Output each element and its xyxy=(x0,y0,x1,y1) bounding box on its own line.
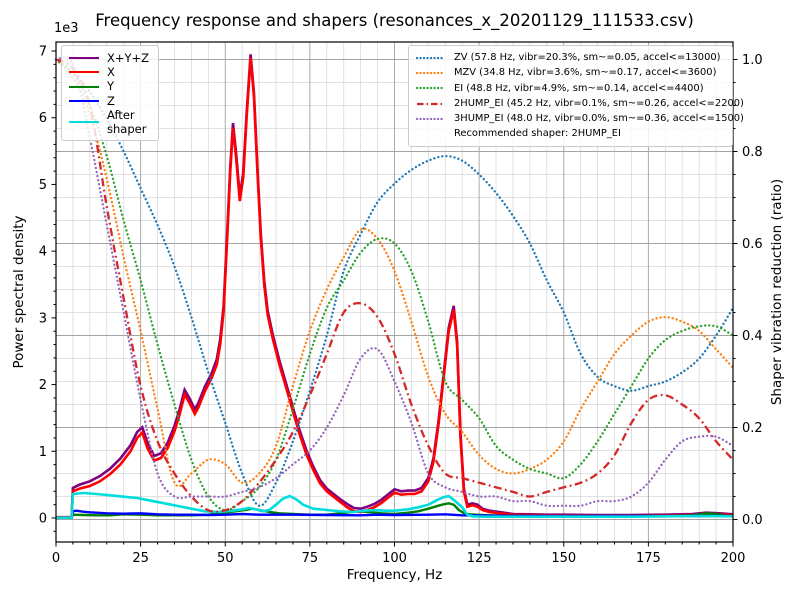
legend-item-label: X+Y+Z xyxy=(107,51,150,65)
y-left-tick-label: 3 xyxy=(39,311,47,326)
legend-item-label: After shaper xyxy=(107,107,147,137)
y-left-tick-label: 7 xyxy=(39,45,47,60)
legend-item-label: X xyxy=(107,65,115,80)
legend-item-label: MZV (34.8 Hz, vibr=3.6%, sm~=0.17, accel… xyxy=(454,67,717,79)
x-tick-label: 25 xyxy=(132,551,149,566)
legend-item-zv: ZV (57.8 Hz, vibr=20.3%, sm~=0.05, accel… xyxy=(416,50,725,65)
legend-swatch-solid xyxy=(69,71,99,74)
legend-item-label: EI (48.8 Hz, vibr=4.9%, sm~=0.14, accel<… xyxy=(454,82,704,94)
legend-swatch-solid xyxy=(69,85,99,88)
y-right-tick-label: 1.0 xyxy=(742,53,763,68)
series-mzv xyxy=(54,58,735,488)
x-tick-label: 75 xyxy=(302,551,319,566)
legend-item-mzv: MZV (34.8 Hz, vibr=3.6%, sm~=0.17, accel… xyxy=(416,65,725,80)
legend-item-x+y+z: X+Y+Z xyxy=(69,51,149,65)
legend-item-z: Z xyxy=(69,94,149,108)
legend-item-3humpei: 3HUMP_EI (48.0 Hz, vibr=0.0%, sm~=0.36, … xyxy=(416,111,744,126)
legend-item-label: 3HUMP_EI (48.0 Hz, vibr=0.0%, sm~=0.36, … xyxy=(454,113,744,125)
legend-item-aftershaper: After shaper xyxy=(69,108,149,136)
y-left-tick-label: 6 xyxy=(39,111,47,126)
legend-psd: X+Y+Z X Y Z After shaper xyxy=(61,45,160,142)
legend-swatch-dotted xyxy=(416,71,446,75)
legend-swatch-dotted xyxy=(416,87,446,90)
x-tick-label: 175 xyxy=(636,551,661,566)
series-after-shaper xyxy=(56,491,734,519)
legend-item-label: Y xyxy=(107,79,115,94)
legend-item-label: ZV (57.8 Hz, vibr=20.3%, sm~=0.05, accel… xyxy=(454,52,721,63)
y-left-axis-label: Power spectral density xyxy=(11,215,27,369)
series-2hump-ei xyxy=(55,58,734,513)
legend-item-label: Z xyxy=(107,93,115,108)
x-tick-label: 50 xyxy=(217,551,234,566)
legend-swatch-dotted xyxy=(416,117,446,120)
y-right-tick-label: 0.2 xyxy=(742,421,763,436)
y-right-tick-label: 0.6 xyxy=(742,237,763,252)
grid-major xyxy=(56,42,733,542)
legend-item-label: 2HUMP_EI (45.2 Hz, vibr=0.1%, sm~=0.26, … xyxy=(454,97,744,109)
legend-item-2humpei: 2HUMP_EI (45.2 Hz, vibr=0.1%, sm~=0.26, … xyxy=(416,96,744,111)
axes-spines-and-ticks xyxy=(51,41,738,547)
legend-swatch-dotted xyxy=(416,56,446,59)
y-left-tick-label: 5 xyxy=(39,178,47,193)
x-tick-label: 125 xyxy=(467,551,492,566)
legend-item-y: Y xyxy=(69,79,149,93)
x-tick-label: 150 xyxy=(551,551,576,566)
y-left-tick-label: 2 xyxy=(39,378,47,393)
recommended-shaper-note: Recommended shaper: 2HUMP_EI xyxy=(454,128,621,140)
x-tick-label: 0 xyxy=(52,551,60,566)
chart-title: Frequency response and shapers (resonanc… xyxy=(95,11,694,30)
axis-tick-labels: 0 25 50 75 100 125 150 175 200 0 1 2 3 4 5 6 7 0.0 0.2 0.4 0… xyxy=(39,45,763,566)
legend-swatch-solid xyxy=(69,121,99,124)
series-zv xyxy=(54,58,735,507)
legend-item-ei: EI (48.8 Hz, vibr=4.9%, sm~=0.14, accel<… xyxy=(416,81,725,96)
y-right-tick-label: 0.4 xyxy=(742,329,763,344)
y-right-axis-label: Shaper vibration reduction (ratio) xyxy=(769,178,785,406)
y-left-tick-label: 0 xyxy=(39,512,47,527)
legend-shapers: ZV (57.8 Hz, vibr=20.3%, sm~=0.05, accel… xyxy=(408,45,744,147)
y-right-tick-label: 0.8 xyxy=(742,145,763,160)
legend-item-x: X xyxy=(69,65,149,79)
x-axis-label: Frequency, Hz xyxy=(346,567,443,583)
y-left-tick-label: 4 xyxy=(39,245,47,260)
x-tick-label: 200 xyxy=(721,551,746,566)
x-tick-label: 100 xyxy=(382,551,407,566)
legend-swatch-solid xyxy=(69,99,99,102)
series-3hump-ei xyxy=(54,55,735,508)
y-right-tick-label: 0.0 xyxy=(742,513,763,528)
plot-series xyxy=(54,54,735,519)
legend-swatch-solid xyxy=(69,57,99,60)
y-left-tick-label: 1 xyxy=(39,445,47,460)
legend-swatch-dashdot xyxy=(417,102,445,105)
y-left-offset-text: 1e3 xyxy=(54,21,79,36)
